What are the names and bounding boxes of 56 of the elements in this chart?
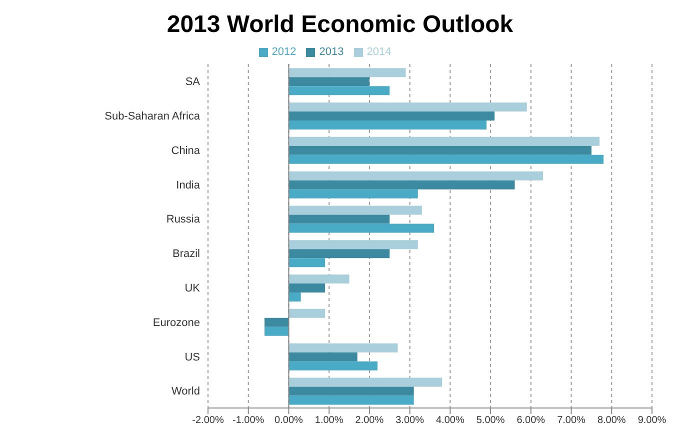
x-tick-label: 2.00% bbox=[355, 415, 384, 426]
legend-label: 2014 bbox=[366, 46, 392, 58]
bar bbox=[288, 258, 326, 268]
bar bbox=[288, 180, 515, 190]
y-tick-label: India bbox=[176, 179, 201, 192]
legend-label: 2013 bbox=[319, 46, 344, 58]
y-tick-label: World bbox=[171, 386, 200, 398]
bar bbox=[288, 68, 406, 78]
bar bbox=[288, 146, 592, 155]
bar bbox=[288, 120, 487, 130]
y-tick-label: Sub-Saharan Africa bbox=[104, 110, 201, 123]
x-tick-label: -2.00% bbox=[192, 415, 224, 426]
bar bbox=[288, 361, 378, 370]
bar bbox=[264, 326, 289, 336]
x-tick-label: 1.00% bbox=[314, 415, 344, 426]
x-tick-label: 0.00% bbox=[274, 415, 304, 426]
bar bbox=[288, 343, 398, 352]
y-tick-label: Eurozone bbox=[152, 316, 200, 329]
bar bbox=[288, 86, 390, 96]
bar bbox=[288, 240, 418, 250]
y-tick-label: China bbox=[171, 144, 201, 157]
bar bbox=[264, 318, 289, 327]
y-tick-label: Brazil bbox=[172, 248, 200, 260]
chart-title: 2013 World Economic Outlook bbox=[166, 10, 514, 40]
x-tick-label: -1.00% bbox=[232, 415, 264, 426]
bar bbox=[288, 396, 414, 405]
bar bbox=[288, 308, 326, 318]
bar bbox=[288, 136, 600, 146]
bar bbox=[288, 102, 527, 112]
bar bbox=[288, 214, 390, 224]
x-tick-label: 8.00% bbox=[597, 415, 626, 426]
x-tick-label: 5.00% bbox=[476, 415, 505, 426]
y-tick-label: SA bbox=[185, 76, 201, 88]
x-tick-label: 4.00% bbox=[436, 415, 464, 426]
x-tick-label: 9.00% bbox=[638, 415, 666, 426]
y-tick-label: UK bbox=[184, 282, 201, 295]
bar bbox=[288, 352, 358, 362]
bar bbox=[288, 171, 544, 180]
bar bbox=[288, 112, 495, 121]
x-tick-label: 7.00% bbox=[557, 415, 586, 426]
bar bbox=[288, 274, 350, 284]
bar bbox=[288, 378, 442, 387]
x-tick-label: 6.00% bbox=[516, 415, 546, 426]
bar bbox=[288, 292, 301, 302]
bar bbox=[288, 154, 604, 164]
bar bbox=[288, 386, 414, 396]
bar bbox=[288, 224, 434, 233]
bar bbox=[288, 77, 370, 86]
legend-label: 2012 bbox=[272, 46, 296, 58]
y-tick-label: Russia bbox=[166, 214, 201, 226]
bar bbox=[288, 189, 418, 198]
bar bbox=[288, 249, 390, 258]
bar bbox=[288, 284, 326, 293]
y-tick-label: US bbox=[184, 351, 200, 364]
bar bbox=[288, 206, 422, 215]
x-tick-label: 3.00% bbox=[396, 415, 424, 426]
